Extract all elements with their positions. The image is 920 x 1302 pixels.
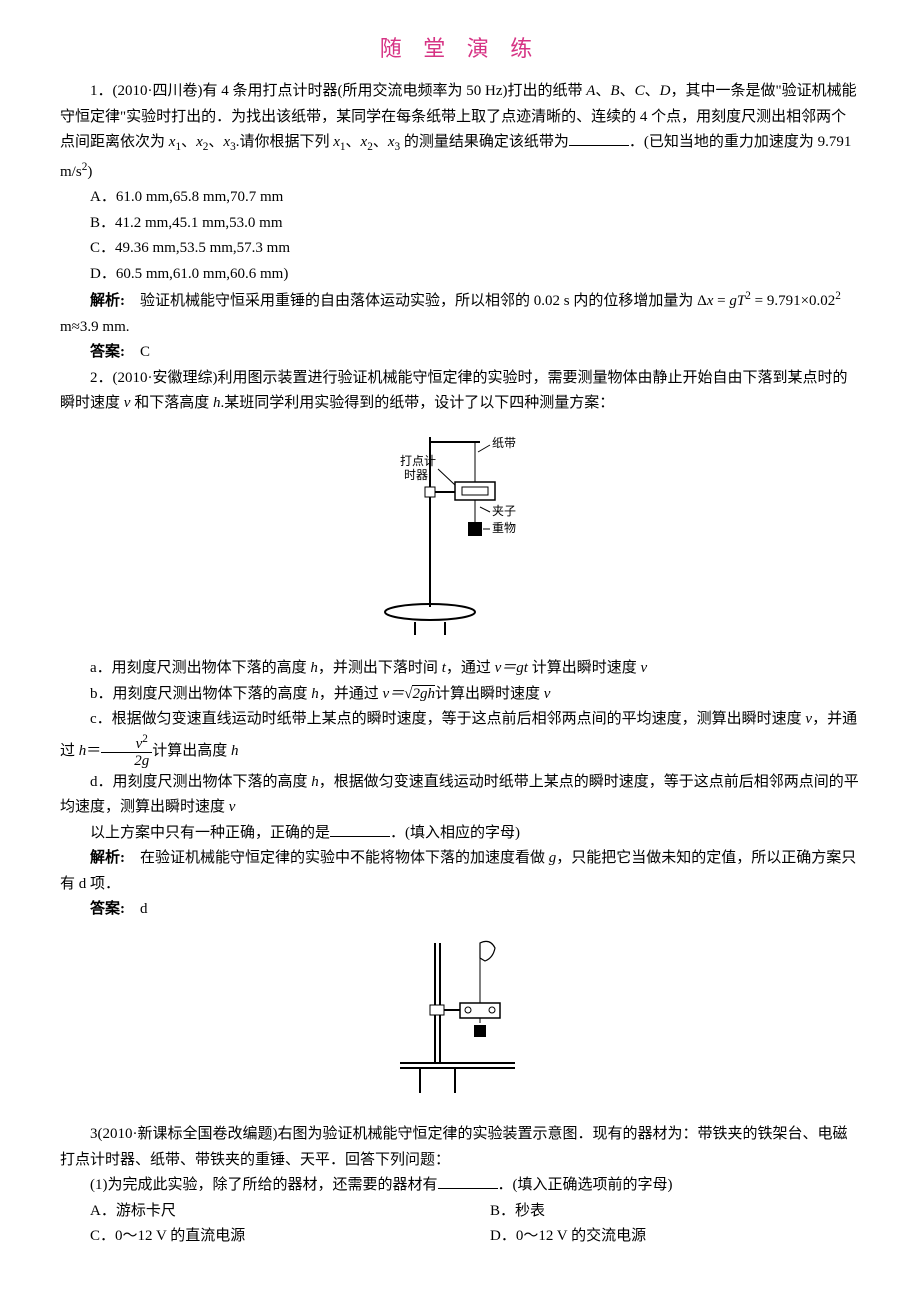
- q2-stem: 2．(2010·安徽理综)利用图示装置进行验证机械能守恒定律的实验时，需要测量物…: [60, 366, 860, 417]
- q1-analysis: 解析: 验证机械能守恒采用重锤的自由落体运动实验，所以相邻的 0.02 s 内的…: [60, 287, 860, 340]
- q1-optD: D．60.5 mm,61.0 mm,60.6 mm): [60, 262, 860, 288]
- q3-optA: A．游标卡尺: [60, 1199, 460, 1225]
- blank: [438, 1174, 498, 1189]
- q3-optD: D．0～12 V 的交流电源: [460, 1224, 860, 1250]
- q1-optC: C．49.36 mm,53.5 mm,57.3 mm: [60, 236, 860, 262]
- var-d: D: [660, 83, 671, 99]
- answer-label: 答案:: [90, 901, 125, 917]
- q2-opt-a: a．用刻度尺测出物体下落的高度 h，并测出下落时间 t，通过 v＝gt 计算出瞬…: [60, 656, 860, 682]
- blank: [569, 131, 629, 146]
- q2-analysis: 解析: 在验证机械能守恒定律的实验中不能将物体下落的加速度看做 g，只能把它当做…: [60, 846, 860, 897]
- analysis-label: 解析:: [90, 293, 125, 309]
- fraction: v22g: [101, 733, 152, 770]
- q1-optB: B．41.2 mm,45.1 mm,53.0 mm: [60, 211, 860, 237]
- q2-opt-d: d．用刻度尺测出物体下落的高度 h，根据做匀变速直线运动时纸带上某点的瞬时速度，…: [60, 770, 860, 821]
- q3-stem: 3(2010·新课标全国卷改编题)右图为验证机械能守恒定律的实验装置示意图．现有…: [60, 1122, 860, 1173]
- q3-diagram: [60, 933, 860, 1113]
- q3-opts-row2: C．0～12 V 的直流电源 D．0～12 V 的交流电源: [60, 1224, 860, 1250]
- clip-label: 夹子: [492, 504, 516, 518]
- timer-label: 打点计: [400, 454, 436, 468]
- var-b: B: [610, 83, 619, 99]
- q2-opt-c: c．根据做匀变速直线运动时纸带上某点的瞬时速度，等于这点前后相邻两点间的平均速度…: [60, 707, 860, 770]
- q3-sub1: (1)为完成此实验，除了所给的器材，还需要的器材有．(填入正确选项前的字母): [60, 1173, 860, 1199]
- q1-text: 1．(2010·四川卷)有 4 条用打点计时器(所用交流电频率为 50 Hz)打…: [90, 83, 586, 99]
- q2-answer: 答案: d: [60, 897, 860, 923]
- banner-title: 随 堂 演 练: [380, 36, 541, 61]
- var-a: A: [586, 83, 595, 99]
- q2-tail: 以上方案中只有一种正确，正确的是．(填入相应的字母): [60, 821, 860, 847]
- q3-opts-row1: A．游标卡尺 B．秒表: [60, 1199, 860, 1225]
- tape-label: 纸带: [492, 436, 516, 450]
- q2-diagram: 打点计 时器 纸带 夹子 重物: [60, 427, 860, 647]
- analysis-label: 解析:: [90, 850, 125, 866]
- blank: [330, 822, 390, 837]
- q1-optA: A．61.0 mm,65.8 mm,70.7 mm: [60, 185, 860, 211]
- q3-optC: C．0～12 V 的直流电源: [60, 1224, 460, 1250]
- answer-label: 答案:: [90, 344, 125, 360]
- var-c: C: [635, 83, 645, 99]
- q1-answer: 答案: C: [60, 340, 860, 366]
- svg-text:时器: 时器: [404, 468, 428, 482]
- q2-opt-b: b．用刻度尺测出物体下落的高度 h，并通过 v＝√2gh计算出瞬时速度 v: [60, 682, 860, 708]
- q3-optB: B．秒表: [460, 1199, 860, 1225]
- weight-label: 重物: [492, 521, 516, 535]
- banner: 随 堂 演 练: [60, 30, 860, 67]
- q1-stem: 1．(2010·四川卷)有 4 条用打点计时器(所用交流电频率为 50 Hz)打…: [60, 79, 860, 185]
